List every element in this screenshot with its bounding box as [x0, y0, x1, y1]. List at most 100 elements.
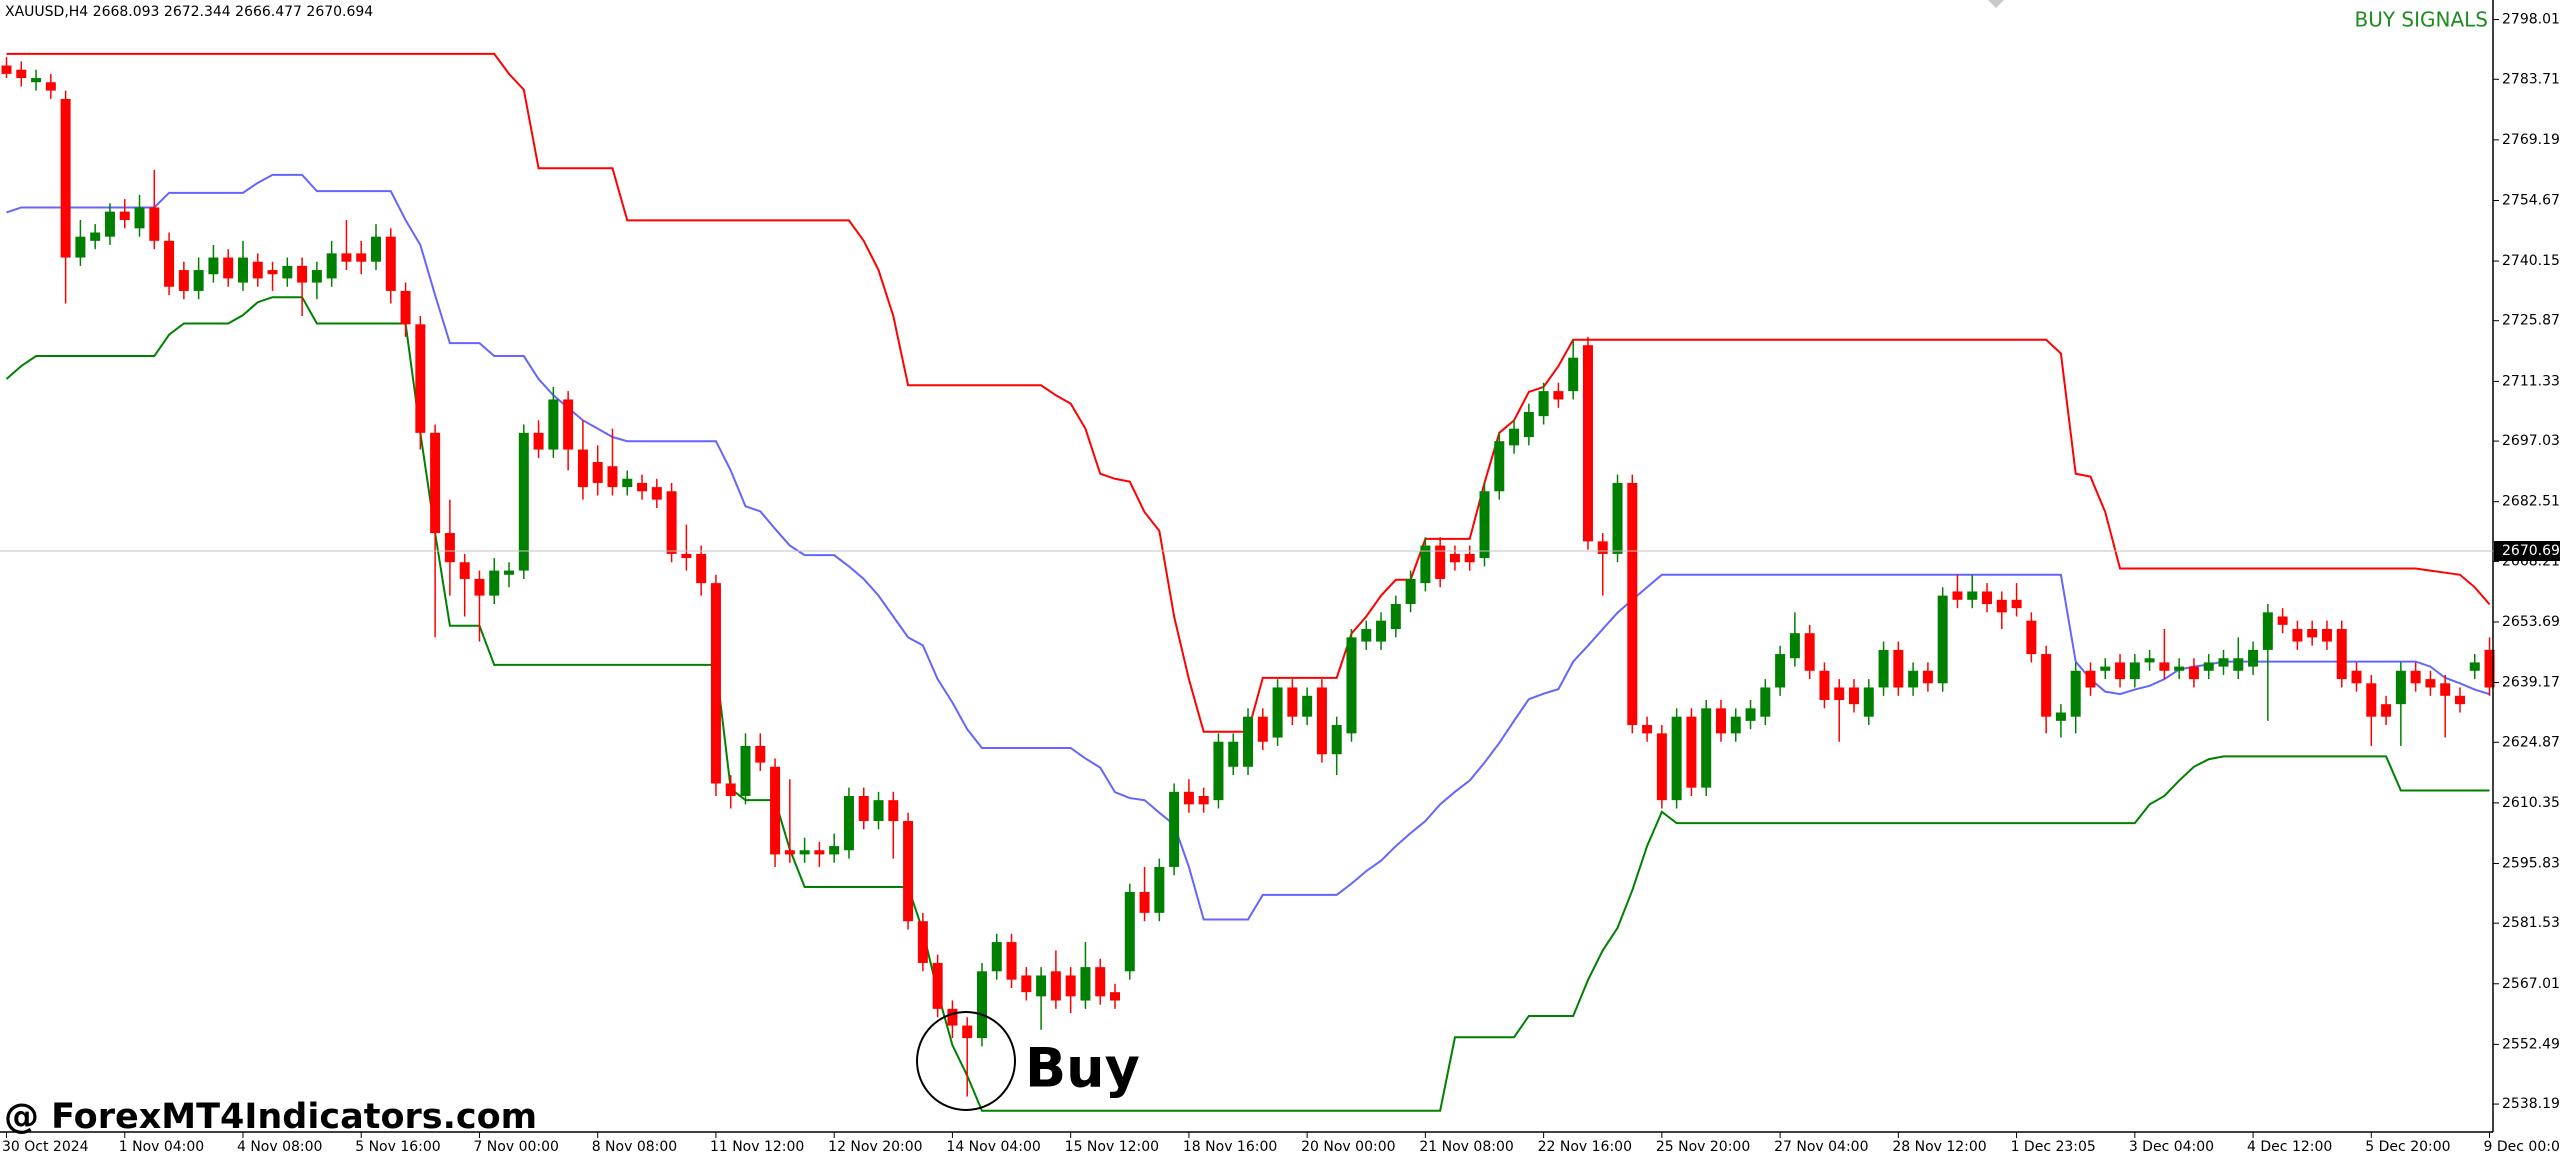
channel-line: [6, 173, 2490, 921]
candle-body: [858, 795, 869, 822]
y-tick-label: 2711.330: [2502, 373, 2560, 389]
candle-body: [976, 971, 987, 1039]
candle-body: [2100, 666, 2111, 671]
candle-body: [2011, 599, 2022, 609]
candle-body: [119, 211, 130, 220]
candle-body: [1213, 741, 1224, 801]
candle-body: [2440, 683, 2451, 696]
candle-body: [1686, 716, 1697, 788]
x-tick-label: 28 Nov 12:00: [1892, 1139, 1986, 1155]
x-tick-label: 1 Nov 04:00: [119, 1139, 204, 1155]
candle-body: [637, 482, 648, 492]
current-price-label: 2670.694: [2502, 543, 2560, 559]
candles-layer: [1, 57, 2495, 1097]
candle-body: [356, 253, 367, 262]
candle-body: [311, 270, 322, 283]
x-tick-label: 22 Nov 16:00: [1538, 1139, 1632, 1155]
candle-body: [1, 65, 12, 74]
candle-body: [1789, 633, 1800, 659]
candle-body: [1701, 708, 1712, 788]
candle-body: [1715, 708, 1726, 734]
candle-body: [991, 942, 1002, 972]
candle-body: [1065, 975, 1076, 997]
x-tick-label: 8 Nov 08:00: [592, 1139, 677, 1155]
candle-body: [1893, 649, 1904, 688]
candle-body: [1494, 441, 1505, 492]
candle-body: [1745, 708, 1756, 721]
candle-body: [2026, 620, 2037, 655]
x-tick-label: 4 Dec 12:00: [2247, 1139, 2332, 1155]
candle-body: [888, 800, 899, 822]
x-tick-label: 20 Nov 00:00: [1301, 1139, 1395, 1155]
candle-body: [385, 236, 396, 291]
y-tick-label: 2754.670: [2502, 192, 2560, 208]
candle-body: [2144, 658, 2155, 663]
candle-body: [75, 236, 86, 258]
candle-body: [430, 432, 441, 534]
candle-body: [799, 850, 810, 855]
candle-body: [415, 324, 426, 433]
candle-body: [1834, 687, 1845, 700]
x-tick-label: 7 Nov 00:00: [473, 1139, 558, 1155]
candle-body: [1479, 491, 1490, 559]
y-tick-label: 2725.870: [2502, 313, 2560, 329]
candle-body: [2292, 629, 2303, 642]
candle-body: [755, 745, 766, 763]
candle-body: [1760, 687, 1771, 717]
candle-body: [1863, 687, 1874, 717]
candle-body: [267, 270, 278, 275]
candle-body: [607, 466, 618, 488]
candle-body: [1036, 975, 1047, 997]
x-tick-label: 9 Dec 00:00: [2484, 1139, 2560, 1155]
candle-body: [1464, 553, 1475, 563]
y-tick-label: 2581.530: [2502, 915, 2560, 931]
candle-body: [282, 265, 293, 279]
candle-body: [1819, 670, 1830, 700]
candle-body: [504, 570, 515, 575]
y-tick-label: 2740.150: [2502, 253, 2560, 269]
candle-body: [2070, 670, 2081, 717]
y-tick-label: 2610.350: [2502, 795, 2560, 811]
candle-body: [1982, 591, 1993, 604]
candle-body: [1376, 620, 1387, 642]
candle-body: [1849, 687, 1859, 705]
candle-body: [1553, 391, 1564, 400]
candle-body: [1139, 891, 1150, 913]
x-tick-label: 15 Nov 12:00: [1065, 1139, 1159, 1155]
candle-body: [947, 1008, 958, 1026]
candle-body: [843, 795, 854, 851]
buy-circle: [916, 1011, 1016, 1111]
candle-body: [149, 207, 160, 241]
candle-body: [548, 399, 559, 450]
candle-body: [1272, 687, 1283, 738]
y-tick-label: 2639.170: [2502, 675, 2560, 691]
candle-body: [2174, 666, 2185, 671]
x-tick-label: 1 Dec 23:05: [2011, 1139, 2096, 1155]
candle-body: [2262, 612, 2273, 650]
candle-body: [178, 270, 189, 291]
y-tick-label: 2769.190: [2502, 132, 2560, 148]
candle-body: [2129, 662, 2140, 680]
candle-body: [45, 82, 56, 91]
candle-body: [917, 921, 928, 963]
candle-body: [1568, 357, 1579, 392]
candle-body: [1937, 595, 1948, 684]
candle-body: [814, 850, 825, 855]
candle-body: [1804, 633, 1815, 671]
candle-body: [134, 207, 145, 229]
x-tick-label: 4 Nov 08:00: [237, 1139, 322, 1155]
x-tick-label: 3 Dec 04:00: [2129, 1139, 2214, 1155]
candle-body: [1405, 578, 1416, 604]
candle-body: [474, 578, 485, 596]
candle-body: [2085, 670, 2096, 688]
y-tick-label: 2624.870: [2502, 734, 2560, 750]
candle-body: [710, 583, 721, 784]
candle-body: [1080, 967, 1091, 1001]
candle-body: [164, 240, 175, 287]
y-tick-label: 2682.510: [2502, 494, 2560, 510]
candle-body: [444, 533, 455, 563]
x-tick-label: 11 Nov 12:00: [710, 1139, 804, 1155]
candle-body: [2248, 649, 2259, 667]
candle-body: [2115, 662, 2126, 680]
